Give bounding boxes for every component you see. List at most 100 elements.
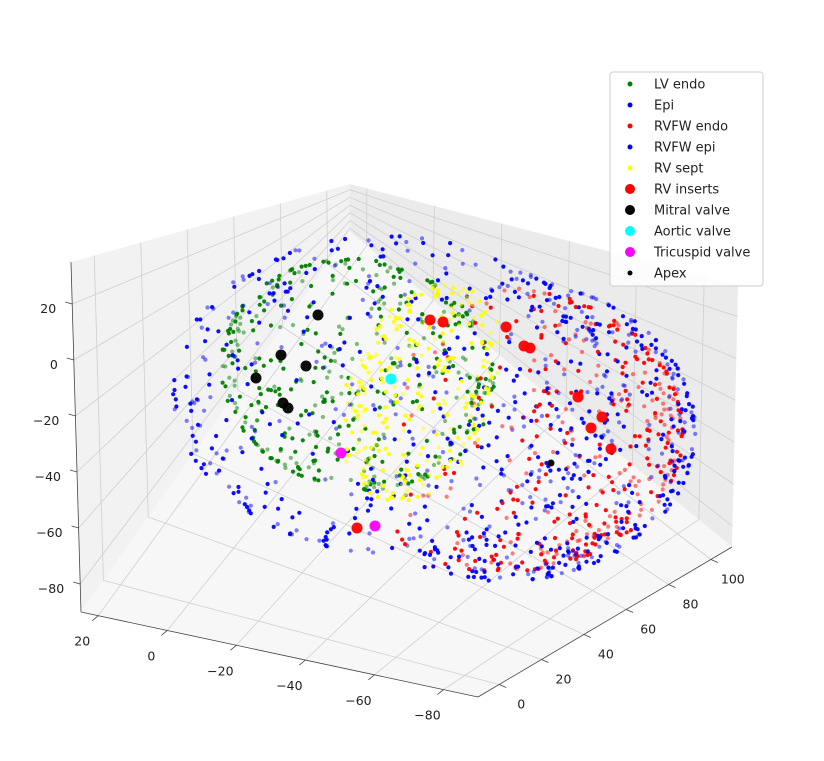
legend-label: LV endo	[654, 78, 705, 93]
point	[563, 407, 569, 412]
point	[391, 274, 396, 279]
point	[637, 513, 642, 518]
point	[529, 418, 534, 423]
point	[668, 502, 673, 507]
point	[392, 281, 397, 286]
point	[635, 492, 640, 497]
point	[405, 377, 410, 382]
point	[561, 476, 566, 481]
point	[390, 545, 395, 551]
point	[478, 376, 483, 381]
point	[327, 369, 332, 374]
x-tick-mark	[161, 630, 168, 636]
x-grid-wall	[499, 223, 503, 356]
point	[664, 434, 669, 439]
point	[430, 253, 435, 258]
point	[382, 301, 387, 306]
point	[290, 436, 295, 441]
point	[500, 281, 505, 286]
point	[486, 443, 491, 448]
point	[507, 458, 512, 463]
point	[297, 510, 302, 515]
point	[443, 561, 448, 567]
point	[473, 262, 478, 267]
point	[394, 327, 399, 332]
point	[253, 369, 258, 374]
point	[678, 453, 683, 458]
point	[443, 418, 448, 424]
point	[670, 449, 675, 454]
point	[570, 407, 575, 412]
point	[279, 497, 284, 502]
point	[402, 542, 408, 547]
point	[572, 461, 577, 466]
point	[304, 270, 309, 276]
point	[347, 385, 352, 391]
y-tick-label: 80	[683, 597, 699, 612]
point	[661, 482, 666, 487]
point	[297, 248, 302, 253]
point	[536, 475, 541, 480]
point	[669, 417, 674, 422]
point	[597, 454, 602, 459]
point	[642, 404, 647, 409]
point	[376, 437, 381, 442]
x-tick-label: 20	[74, 634, 90, 649]
point	[456, 370, 461, 375]
point	[596, 528, 602, 533]
point	[654, 376, 659, 381]
point	[528, 274, 534, 279]
point	[584, 535, 589, 540]
point	[483, 296, 489, 301]
point	[558, 500, 563, 505]
point	[417, 526, 422, 531]
point	[493, 543, 498, 549]
y-grid-floor	[148, 516, 542, 660]
point	[682, 455, 688, 460]
point	[425, 468, 430, 473]
point	[591, 473, 596, 478]
point	[410, 479, 415, 484]
point	[470, 289, 475, 294]
point	[468, 419, 473, 424]
point	[484, 527, 489, 532]
landmark-point	[424, 314, 436, 326]
point	[411, 352, 416, 357]
point	[345, 400, 350, 405]
point	[198, 423, 203, 428]
point	[401, 452, 406, 457]
point	[611, 305, 616, 310]
y-tick-label: 0	[517, 697, 525, 712]
y-grid-floor	[192, 453, 585, 635]
point	[359, 472, 365, 477]
z-tick-mark	[65, 301, 73, 305]
legend-box	[609, 71, 764, 287]
point	[395, 482, 400, 488]
point	[565, 465, 570, 470]
point	[537, 402, 542, 407]
point	[383, 419, 388, 424]
point	[445, 357, 450, 362]
point	[510, 572, 516, 577]
point	[299, 413, 304, 418]
point	[484, 346, 489, 351]
legend[interactable]: LV endo Epi RVFW endo RVFW epi RV sept RV ins…	[609, 71, 764, 287]
z-tick-mark	[66, 357, 74, 361]
point	[287, 426, 292, 431]
point	[615, 412, 620, 417]
point	[260, 410, 265, 415]
z-grid-right	[349, 189, 738, 317]
point	[376, 340, 381, 345]
point	[365, 462, 371, 467]
point	[649, 342, 654, 347]
point	[367, 531, 372, 536]
point	[621, 342, 626, 347]
point	[421, 493, 426, 498]
point	[383, 405, 388, 410]
point	[448, 316, 453, 321]
point	[476, 395, 481, 400]
point	[518, 270, 523, 275]
point	[576, 305, 582, 310]
point	[360, 297, 365, 302]
point	[611, 323, 616, 328]
